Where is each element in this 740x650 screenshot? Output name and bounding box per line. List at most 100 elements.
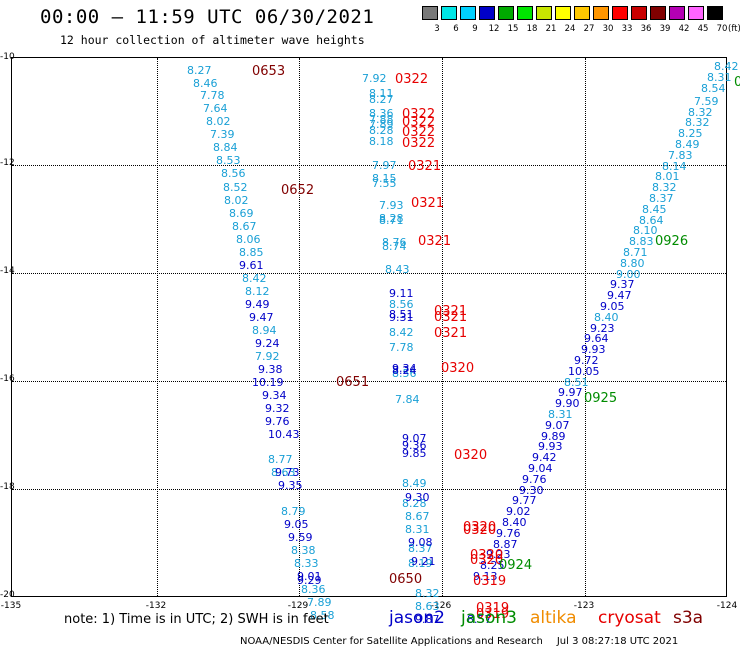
scale-swatch — [460, 6, 476, 20]
swh-value: 8.15 — [372, 172, 397, 185]
swh-value: 8.36 — [301, 583, 326, 596]
scale-swatch — [631, 6, 647, 20]
lat-label-16: -16 — [0, 374, 15, 384]
grid-line-lon-132 — [157, 58, 158, 596]
lat-label-12: -12 — [0, 158, 15, 168]
lon-label-126: -126 — [430, 601, 452, 611]
scale-label: 6 — [453, 24, 459, 34]
swh-value: 9.35 — [278, 479, 303, 492]
scale-swatch — [650, 6, 666, 20]
time-tag: 0927 — [734, 75, 740, 90]
swh-value: 8.14 — [662, 160, 687, 173]
swh-value: 8.67 — [232, 220, 257, 233]
scale-swatch — [536, 6, 552, 20]
time-tag: 0322 — [402, 125, 436, 140]
swh-value: 9.73 — [275, 466, 300, 479]
swh-value: 7.55 — [372, 177, 397, 190]
swh-value: 9.21 — [411, 555, 436, 568]
swh-value: 9.47 — [607, 289, 632, 302]
swh-value: 8.51 — [564, 376, 589, 389]
scale-label: 18 — [526, 24, 538, 34]
swh-value: 9.07 — [545, 419, 570, 432]
scale-label: 33 — [621, 24, 633, 34]
scale-label: 45 — [697, 24, 709, 34]
swh-value: 8.38 — [291, 544, 316, 557]
swh-value: 9.04 — [528, 462, 553, 475]
swh-value: 8.32 — [685, 116, 710, 129]
swh-value: 9.37 — [610, 278, 635, 291]
swh-value: 9.30 — [519, 484, 544, 497]
swh-value: 7.88 — [369, 113, 394, 126]
swh-value: 8.64 — [639, 214, 664, 227]
swh-value: 8.06 — [236, 233, 261, 246]
swh-value: 8.83 — [629, 235, 654, 248]
scale-swatch — [707, 6, 723, 20]
footer-timestamp: Jul 3 08:27:18 UTC 2021 — [556, 636, 679, 647]
scale-swatch — [688, 6, 704, 20]
time-tag: 0319 — [476, 607, 510, 622]
swh-value: 9.02 — [506, 505, 531, 518]
swh-value: 9.38 — [258, 363, 283, 376]
swh-value: 9.23 — [486, 548, 511, 561]
swh-value: 9.77 — [512, 494, 537, 507]
time-tag: 0926 — [655, 234, 689, 249]
page-title: 00:00 – 11:59 UTC 06/30/2021 — [40, 6, 375, 28]
swh-value: 8.28 — [369, 124, 394, 137]
swh-value: 8.85 — [239, 246, 264, 259]
time-tag: 0924 — [499, 558, 533, 573]
swh-value: 8.31 — [707, 71, 732, 84]
time-tag: 0653 — [252, 64, 286, 79]
legend-cryosat: cryosat — [598, 608, 661, 628]
scale-label: 9 — [472, 24, 478, 34]
swh-value: 8.69 — [229, 207, 254, 220]
scale-label: 30 — [602, 24, 614, 34]
scale-label: 21 — [545, 24, 557, 34]
time-tag: 0319 — [473, 574, 507, 589]
swh-value: 8.43 — [385, 263, 410, 276]
swh-value: 8.25 — [480, 559, 505, 572]
scale-label: 70 — [716, 24, 728, 34]
scale-swatch — [498, 6, 514, 20]
swh-value: 9.47 — [249, 311, 274, 324]
swh-value: 10.43 — [268, 428, 300, 441]
grid-line-lon-129 — [299, 58, 300, 596]
swh-value: 8.02 — [224, 194, 249, 207]
swh-value: 7.84 — [395, 393, 420, 406]
swh-value: 9.76 — [496, 527, 521, 540]
scale-label: 3 — [434, 24, 440, 34]
scale-label: 27 — [583, 24, 595, 34]
time-tag: 0320 — [463, 523, 497, 538]
grid-line-lon-126 — [442, 58, 443, 596]
legend-jason3: jason3 — [461, 608, 517, 628]
swh-value: 8.32 — [688, 106, 713, 119]
swh-value: 9.61 — [239, 259, 264, 272]
scale-swatch — [479, 6, 495, 20]
time-tag: 0320 — [463, 520, 497, 535]
swh-value: 8.71 — [379, 214, 404, 227]
swh-value: 8.84 — [213, 141, 238, 154]
swh-value: 8.94 — [252, 324, 277, 337]
swh-value: 8.27 — [187, 64, 212, 77]
swh-value: 8.25 — [678, 127, 703, 140]
time-tag: 0320 — [441, 361, 475, 376]
scale-swatch — [612, 6, 628, 20]
swh-value: 8.24 — [392, 364, 417, 377]
swh-value: 8.18 — [369, 135, 394, 148]
swh-value: 9.97 — [558, 386, 583, 399]
swh-value: 9.85 — [402, 447, 427, 460]
swh-value: 8.01 — [655, 170, 680, 183]
legend-altika: altika — [530, 608, 577, 628]
footer: NOAA/NESDIS Center for Satellite Applica… — [240, 636, 678, 647]
lon-label-132: -132 — [145, 601, 167, 611]
swh-value: 8.19 — [408, 557, 433, 570]
swh-value: 7.89 — [307, 596, 332, 609]
swh-value: 8.49 — [402, 477, 427, 490]
swh-value: 9.36 — [402, 439, 427, 452]
swh-value: 8.53 — [216, 154, 241, 167]
swh-value: 7.92 — [362, 72, 387, 85]
swh-value: 8.56 — [389, 298, 414, 311]
swh-value: 9.00 — [616, 268, 641, 281]
swh-value: 7.89 — [369, 118, 394, 131]
scale-swatch — [574, 6, 590, 20]
